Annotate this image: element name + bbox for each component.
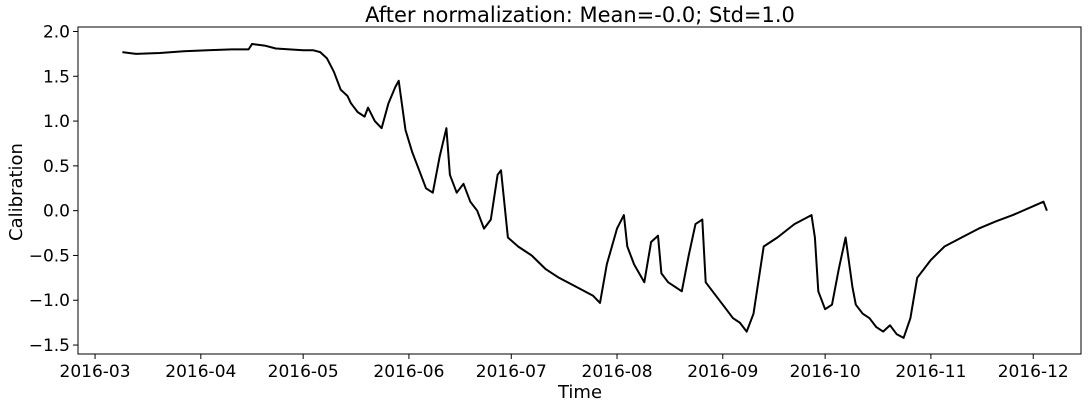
x-tick-label: 2016-04 <box>165 362 236 382</box>
x-tick-label: 2016-05 <box>268 362 339 382</box>
y-axis-label: Calibration <box>6 143 27 241</box>
plot-frame <box>77 26 1082 355</box>
y-tick-label: 1.5 <box>43 67 70 87</box>
x-tick-label: 2016-11 <box>895 362 966 382</box>
x-tick-label: 2016-10 <box>790 362 861 382</box>
chart-title: After normalization: Mean=-0.0; Std=1.0 <box>365 3 795 27</box>
y-tick-label: 0.0 <box>43 202 70 222</box>
series-line-0 <box>122 43 1048 339</box>
y-tick-label: 0.5 <box>43 157 70 177</box>
x-tick-label: 2016-08 <box>582 362 653 382</box>
x-tick-label: 2016-09 <box>687 362 758 382</box>
y-tick-label: −0.5 <box>29 246 70 266</box>
x-tick-label: 2016-07 <box>476 362 547 382</box>
x-tick-label: 2016-06 <box>373 362 444 382</box>
x-tick-label: 2016-03 <box>60 362 131 382</box>
series-layer <box>122 43 1048 339</box>
ticks-layer: 2016-03 2016-04 2016-05 2016-06 2016-07 2016-… <box>29 22 1069 382</box>
y-tick-label: 1.0 <box>43 112 70 132</box>
x-axis-label: Time <box>557 382 602 403</box>
y-tick-label: −1.0 <box>29 291 70 311</box>
x-tick-label: 2016-12 <box>998 362 1069 382</box>
y-tick-label: −1.5 <box>29 336 70 356</box>
y-tick-label: 2.0 <box>43 22 70 42</box>
